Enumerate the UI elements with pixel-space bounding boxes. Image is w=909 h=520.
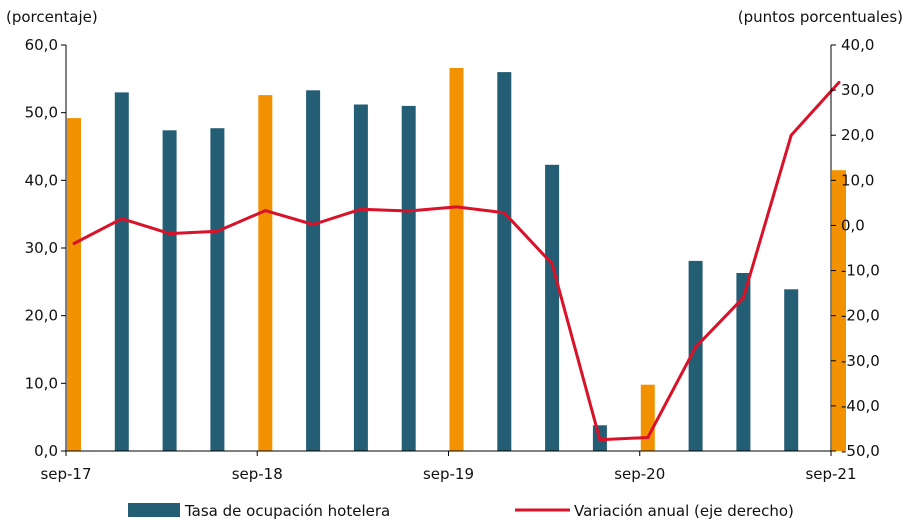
bar-ocupacion-2 [162,130,177,452]
x-tick-label-0: sep-17 [40,465,91,483]
line-point-7 [407,209,411,213]
line-point-8 [455,205,458,209]
left-tick-label-3: 30,0 [25,239,58,257]
bar-ocupacion-6 [353,104,368,451]
bar-ocupacion-1 [114,92,129,452]
bar-ocupacion-10 [545,164,560,452]
right-tick-label-7: 20,0 [841,126,874,144]
left-tick-label-6: 60,0 [25,36,58,54]
right-tick-label-3: -20,0 [841,307,880,325]
line-point-9 [502,211,506,215]
right-tick-label-8: 30,0 [841,81,874,99]
line-point-0 [72,242,76,245]
legend: Tasa de ocupación hotelera Variación anu… [128,502,794,520]
bar-ocupacion-5 [306,90,321,452]
line-point-2 [168,232,172,236]
bar-ocupacion-0 [67,118,81,451]
legend-label-ocupacion: Tasa de ocupación hotelera [184,502,390,520]
bar-ocupacion-13 [688,260,703,451]
left-tick-label-1: 10,0 [25,374,58,392]
line-point-3 [215,229,219,233]
line-point-1 [120,217,124,221]
right-tick-label-4: -10,0 [841,262,880,280]
bar-ocupacion-12 [640,384,655,451]
bar-ocupacion-8 [449,68,464,451]
legend-label-variacion: Variación anual (eje derecho) [574,502,794,520]
right-tick-label-0: -50,0 [841,442,880,460]
left-axis-ticks: 0,0 10,0 20,0 30,0 40,0 50,0 60,0 [25,36,66,460]
bar-ocupacion-9 [497,72,512,451]
axes [65,45,832,452]
x-axis-ticks: sep-17 sep-18 sep-19 sep-20 sep-21 [40,451,857,483]
bar-ocupacion-3 [210,128,225,451]
line-point-12 [646,436,650,439]
line-point-6 [359,207,363,211]
bar-ocupacion-7 [401,105,416,452]
line-point-10 [550,262,554,266]
left-tick-label-5: 50,0 [25,104,58,122]
x-tick-label-4: sep-21 [805,465,856,483]
left-tick-label-0: 0,0 [34,442,58,460]
left-tick-label-2: 20,0 [25,307,58,325]
x-tick-label-2: sep-19 [423,465,474,483]
bar-series-ocupacion [67,68,846,452]
bar-ocupacion-4 [258,95,273,451]
line-point-13 [694,345,698,349]
line-series-variacion [72,80,841,442]
bar-ocupacion-14 [736,273,751,451]
right-tick-label-2: -30,0 [841,352,880,370]
line-point-5 [311,223,315,226]
x-tick-label-1: sep-18 [232,465,283,483]
right-axis-unit-label: (puntos porcentuales) [738,8,903,26]
right-tick-label-9: 40,0 [841,36,874,54]
line-point-14 [741,296,745,300]
right-tick-label-6: 10,0 [841,171,874,189]
bar-ocupacion-15 [784,289,799,451]
line-point-11 [598,438,602,442]
legend-swatch-ocupacion [128,503,180,517]
left-axis-unit-label: (porcentaje) [6,8,98,26]
bar-ocupacion-16 [832,170,846,451]
x-tick-label-3: sep-20 [614,465,665,483]
left-tick-label-4: 40,0 [25,171,58,189]
line-point-16 [837,80,841,84]
right-axis-ticks: -50,0 -40,0 -30,0 -20,0 -10,0 0,0 10,0 20,0 30,0… [831,36,880,460]
line-point-15 [789,133,793,137]
right-tick-label-5: 0,0 [841,216,865,234]
line-point-4 [263,209,267,213]
right-tick-label-1: -40,0 [841,397,880,415]
